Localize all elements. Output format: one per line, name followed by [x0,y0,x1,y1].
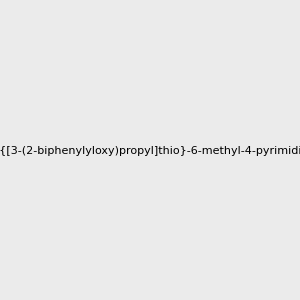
Text: 2-{[3-(2-biphenylyloxy)propyl]thio}-6-methyl-4-pyrimidinol: 2-{[3-(2-biphenylyloxy)propyl]thio}-6-me… [0,146,300,157]
